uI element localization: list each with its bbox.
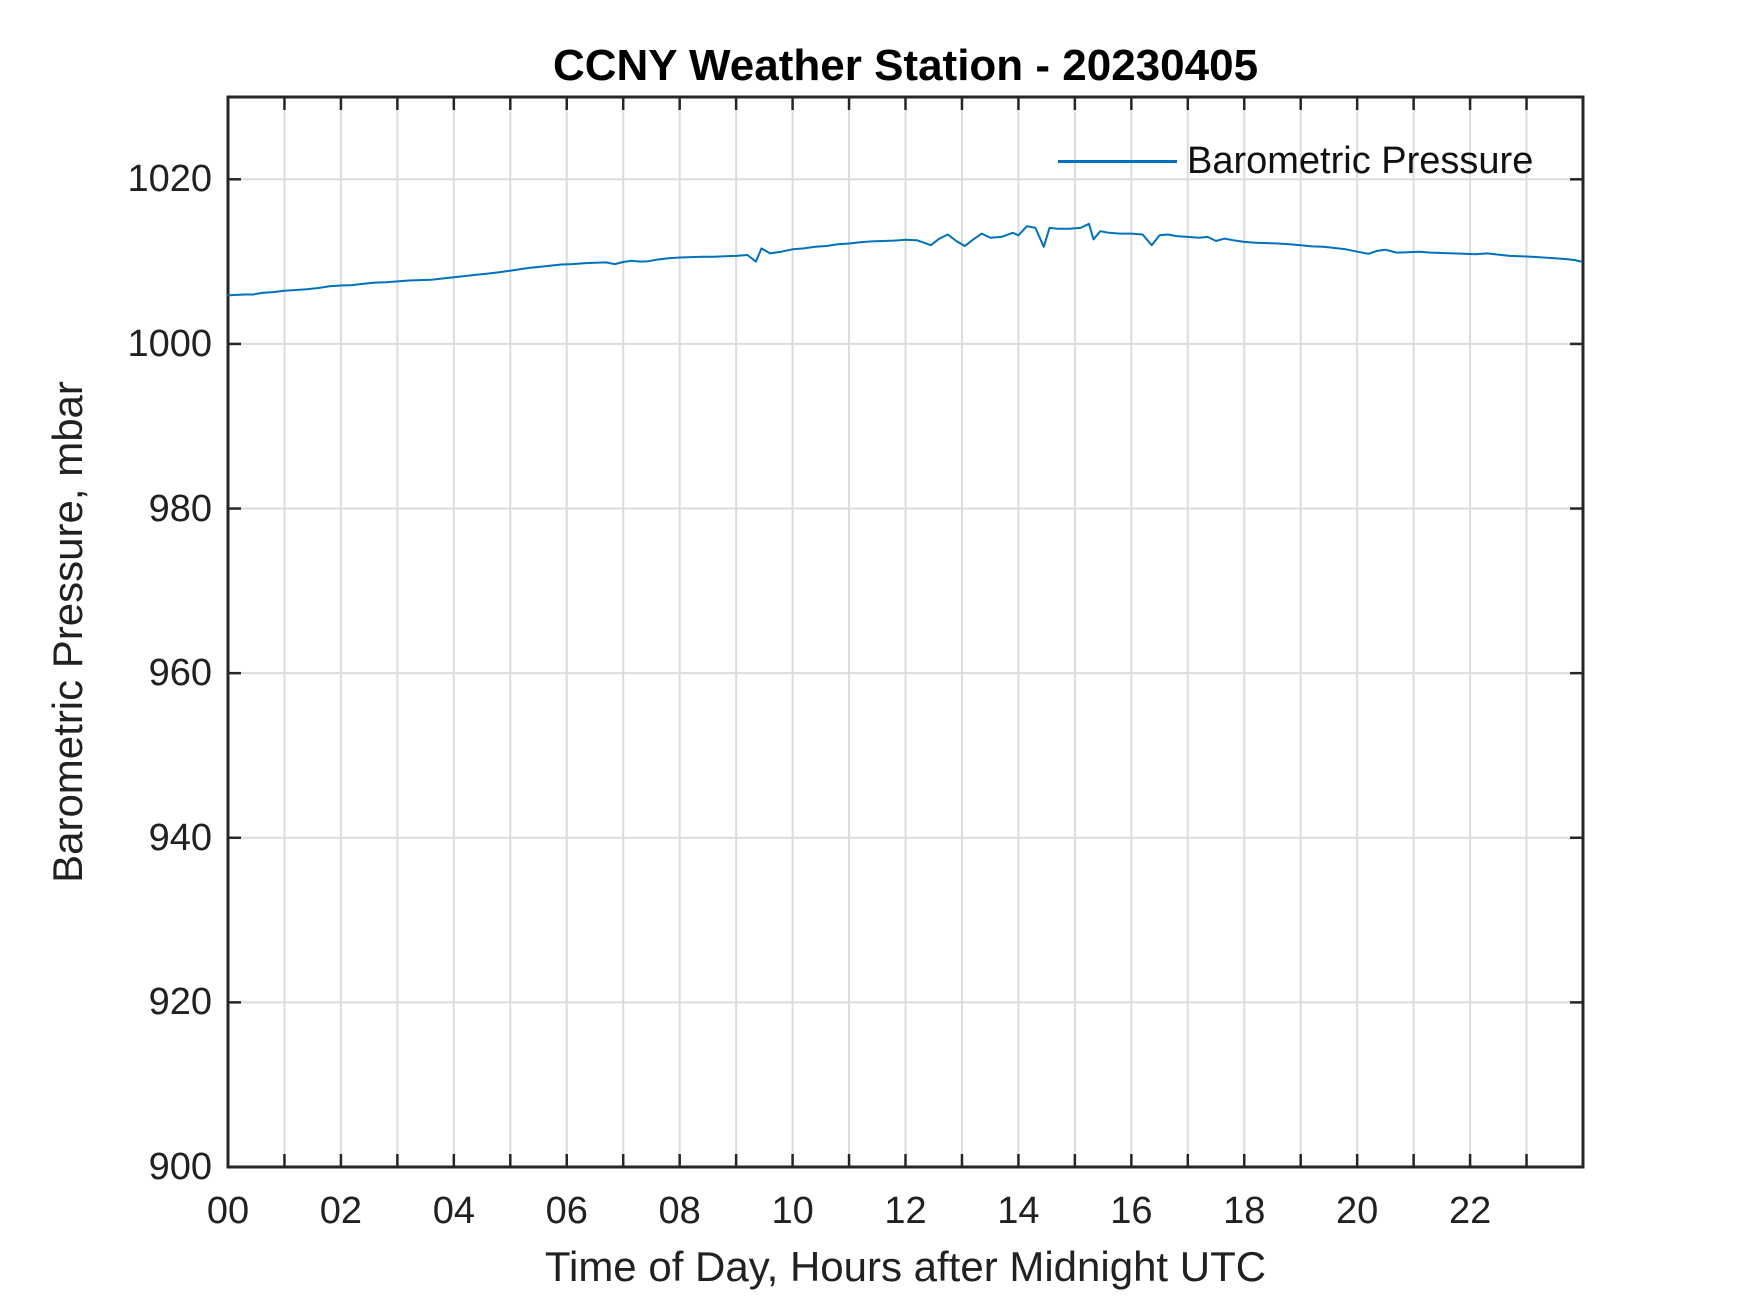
y-axis-label: Barometric Pressure, mbar [44, 381, 91, 883]
legend: Barometric Pressure [1058, 140, 1533, 182]
x-tick-label-06: 06 [545, 1190, 588, 1232]
x-tick-label-10: 10 [771, 1190, 814, 1232]
y-tick-label-940: 940 [148, 816, 212, 859]
x-tick-label-20: 20 [1336, 1190, 1379, 1232]
x-tick-label-02: 02 [319, 1190, 363, 1232]
x-tick-label-08: 08 [658, 1190, 701, 1232]
x-tick-label-22: 22 [1448, 1190, 1492, 1232]
x-tick-label-00: 00 [206, 1190, 250, 1232]
x-tick-label-12: 12 [884, 1190, 927, 1232]
x-tick-label-18: 18 [1223, 1190, 1266, 1232]
y-tick-label-900: 900 [148, 1146, 212, 1188]
y-tick-label-1000: 1000 [127, 322, 212, 365]
y-tick-label-920: 920 [148, 981, 212, 1024]
data-line-barometric-pressure [227, 222, 1583, 297]
chart-title: CCNY Weather Station - 20230405 [552, 41, 1259, 90]
axes-box [226, 95, 1585, 1169]
y-tick-label-960: 960 [148, 652, 212, 695]
y-tick-label-1020: 1020 [127, 158, 212, 201]
x-tick-label-14: 14 [997, 1190, 1040, 1232]
legend-line-sample [1058, 159, 1177, 163]
x-tick-label-16: 16 [1110, 1190, 1153, 1232]
y-tick-label-980: 980 [148, 487, 212, 530]
x-axis-label: Time of Day, Hours after Midnight UTC [544, 1243, 1267, 1290]
x-tick-label-04: 04 [432, 1190, 475, 1232]
legend-label: Barometric Pressure [1187, 140, 1534, 182]
